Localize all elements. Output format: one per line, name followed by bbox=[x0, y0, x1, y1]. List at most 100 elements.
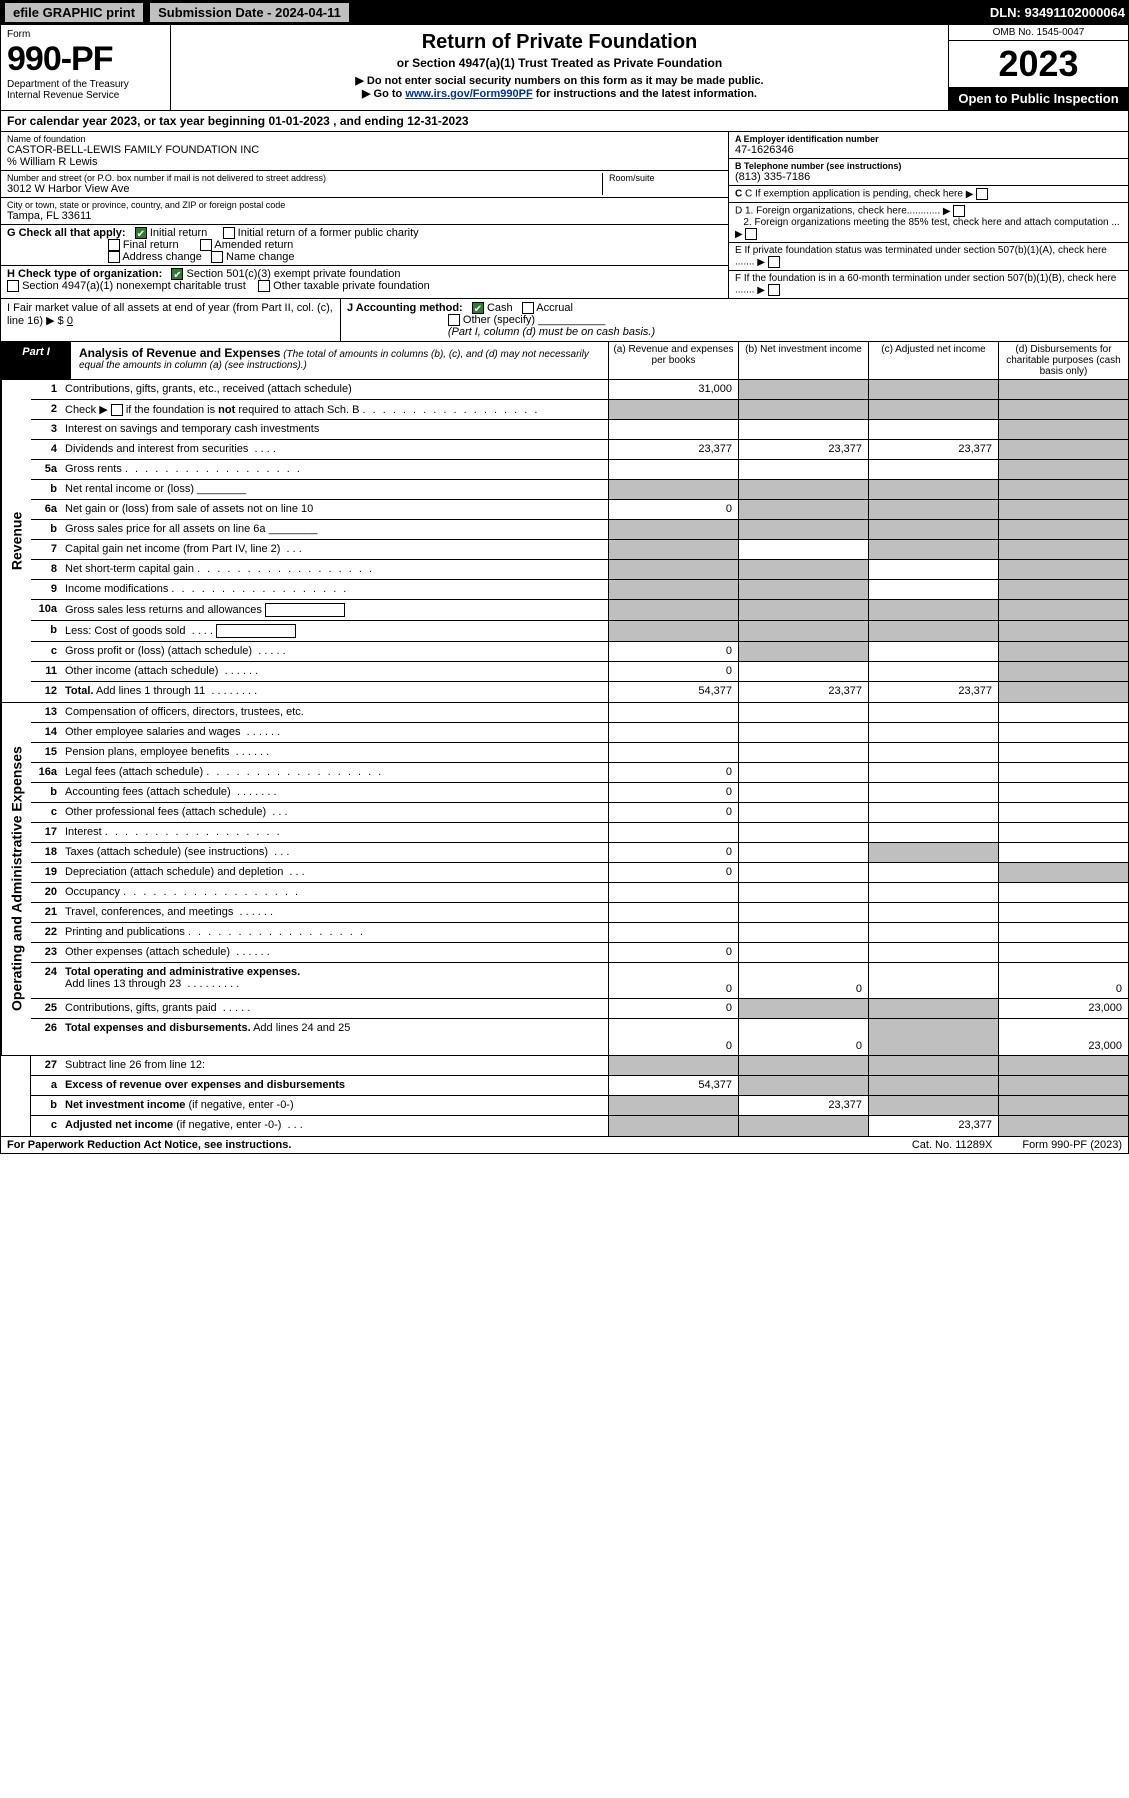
cell-c bbox=[868, 520, 998, 539]
paperwork-notice: For Paperwork Reduction Act Notice, see … bbox=[7, 1139, 291, 1151]
cell-a bbox=[608, 420, 738, 439]
chk-d2[interactable] bbox=[745, 228, 757, 240]
chk-sch-b[interactable] bbox=[111, 404, 123, 416]
cell-a: 0 bbox=[608, 843, 738, 862]
ein-value: 47-1626346 bbox=[735, 144, 1122, 156]
cell-d bbox=[998, 1076, 1128, 1095]
chk-accrual[interactable] bbox=[522, 302, 534, 314]
line-num: 15 bbox=[31, 743, 61, 762]
line27-section: 27Subtract line 26 from line 12: aExcess… bbox=[0, 1056, 1129, 1137]
chk-e[interactable] bbox=[768, 256, 780, 268]
chk-final-return[interactable] bbox=[108, 239, 120, 251]
chk-address-change[interactable] bbox=[108, 251, 120, 263]
street-address: 3012 W Harbor View Ave bbox=[7, 183, 602, 195]
chk-4947[interactable] bbox=[7, 280, 19, 292]
line-num: 14 bbox=[31, 723, 61, 742]
calendar-year-row: For calendar year 2023, or tax year begi… bbox=[0, 111, 1129, 132]
chk-other-method[interactable] bbox=[448, 314, 460, 326]
cell-b bbox=[738, 580, 868, 599]
cell-d bbox=[998, 723, 1128, 742]
chk-initial-return[interactable] bbox=[135, 227, 147, 239]
cell-a: 0 bbox=[608, 763, 738, 782]
arrow-icon bbox=[757, 285, 765, 296]
cell-b bbox=[738, 500, 868, 519]
cell-b bbox=[738, 723, 868, 742]
cell-c bbox=[868, 999, 998, 1018]
cell-b bbox=[738, 923, 868, 942]
cell-c bbox=[868, 642, 998, 661]
opt-initial: Initial return bbox=[150, 227, 207, 239]
expenses-section: Operating and Administrative Expenses 13… bbox=[0, 703, 1129, 1056]
line-desc: Other employee salaries and wages . . . … bbox=[61, 723, 608, 742]
chk-f[interactable] bbox=[768, 284, 780, 296]
line-desc: Travel, conferences, and meetings . . . … bbox=[61, 903, 608, 922]
cell-b: 0 bbox=[738, 963, 868, 998]
tax-year: 2023 bbox=[949, 41, 1128, 87]
cell-b: 0 bbox=[738, 1019, 868, 1055]
line-desc: Excess of revenue over expenses and disb… bbox=[61, 1076, 608, 1095]
line-desc: Subtract line 26 from line 12: bbox=[61, 1056, 608, 1075]
chk-d1[interactable] bbox=[953, 205, 965, 217]
line-desc: Total. Add lines 1 through 11 . . . . . … bbox=[61, 682, 608, 702]
cell-d bbox=[998, 823, 1128, 842]
cell-a bbox=[608, 621, 738, 641]
cell-a bbox=[608, 400, 738, 419]
city-label: City or town, state or province, country… bbox=[7, 200, 722, 210]
cell-c bbox=[868, 923, 998, 942]
line-desc: Legal fees (attach schedule) bbox=[61, 763, 608, 782]
c-text: C If exemption application is pending, c… bbox=[745, 189, 963, 200]
cell-c bbox=[868, 621, 998, 641]
cell-c bbox=[868, 662, 998, 681]
cell-c bbox=[868, 1019, 998, 1055]
cell-c bbox=[868, 803, 998, 822]
chk-c[interactable] bbox=[976, 188, 988, 200]
chk-amended[interactable] bbox=[200, 239, 212, 251]
arrow-icon bbox=[943, 206, 951, 217]
line-desc: Contributions, gifts, grants, etc., rece… bbox=[61, 380, 608, 399]
line-desc: Net rental income or (loss) ________ bbox=[61, 480, 608, 499]
cell-b bbox=[738, 743, 868, 762]
chk-501c3[interactable] bbox=[171, 268, 183, 280]
cell-b bbox=[738, 823, 868, 842]
line-desc: Total operating and administrative expen… bbox=[61, 963, 608, 998]
chk-other-taxable[interactable] bbox=[258, 280, 270, 292]
line-num: 11 bbox=[31, 662, 61, 681]
line-desc: Compensation of officers, directors, tru… bbox=[61, 703, 608, 722]
line-desc: Net gain or (loss) from sale of assets n… bbox=[61, 500, 608, 519]
cell-d bbox=[998, 642, 1128, 661]
cell-d bbox=[998, 480, 1128, 499]
box-j-label: J Accounting method: bbox=[347, 302, 463, 314]
box-g-label: G Check all that apply: bbox=[7, 227, 126, 239]
chk-cash[interactable] bbox=[472, 302, 484, 314]
line-num: 26 bbox=[31, 1019, 61, 1055]
irs-link[interactable]: www.irs.gov/Form990PF bbox=[405, 88, 532, 100]
cell-b bbox=[738, 883, 868, 902]
line-desc: Pension plans, employee benefits . . . .… bbox=[61, 743, 608, 762]
cell-d: 23,000 bbox=[998, 999, 1128, 1018]
cell-a bbox=[608, 460, 738, 479]
cell-a bbox=[608, 1096, 738, 1115]
line-desc: Gross sales less returns and allowances bbox=[61, 600, 608, 620]
cell-a: 0 bbox=[608, 783, 738, 802]
chk-initial-former[interactable] bbox=[223, 227, 235, 239]
line-num: c bbox=[31, 803, 61, 822]
line-num: 25 bbox=[31, 999, 61, 1018]
line-num: b bbox=[31, 520, 61, 539]
cell-c bbox=[868, 863, 998, 882]
cell-b bbox=[738, 380, 868, 399]
efile-print-button[interactable]: efile GRAPHIC print bbox=[4, 2, 144, 23]
cell-d bbox=[998, 580, 1128, 599]
chk-name-change[interactable] bbox=[211, 251, 223, 263]
cell-b bbox=[738, 1116, 868, 1136]
cell-a: 0 bbox=[608, 963, 738, 998]
line-num: 12 bbox=[31, 682, 61, 702]
cell-c bbox=[868, 500, 998, 519]
cell-d bbox=[998, 843, 1128, 862]
box-i-label: I Fair market value of all assets at end… bbox=[7, 302, 333, 327]
cell-a: 0 bbox=[608, 662, 738, 681]
cell-d bbox=[998, 863, 1128, 882]
e-text: E If private foundation status was termi… bbox=[735, 245, 1107, 268]
line-desc: Other expenses (attach schedule) . . . .… bbox=[61, 943, 608, 962]
cell-a: 0 bbox=[608, 999, 738, 1018]
cell-c bbox=[868, 783, 998, 802]
